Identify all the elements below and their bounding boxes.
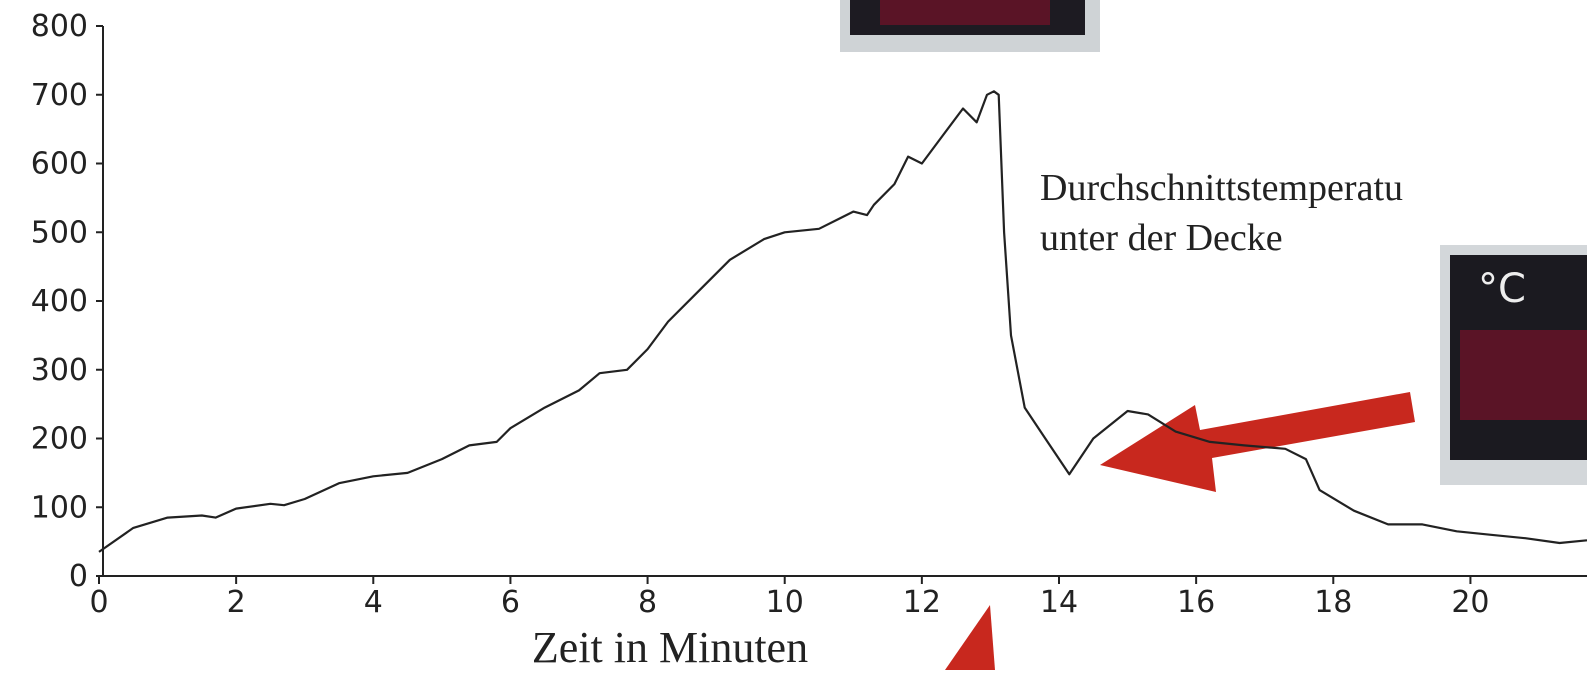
y-tick-label: 100: [31, 490, 88, 525]
x-axis-label: Zeit in Minuten: [532, 623, 808, 672]
x-tick-label: 12: [903, 585, 941, 620]
x-tick-label: 4: [364, 585, 383, 620]
y-tick-label: 500: [31, 215, 88, 250]
x-tick-label: 8: [638, 585, 657, 620]
x-tick-label: 10: [766, 585, 804, 620]
x-tick-label: 20: [1451, 585, 1489, 620]
x-tick-label: 0: [89, 585, 108, 620]
display-photo-top: [840, 0, 1100, 52]
x-tick-label: 6: [501, 585, 520, 620]
y-tick-label: 0: [69, 559, 88, 594]
y-tick-label: 700: [31, 78, 88, 113]
x-tick-label: 18: [1314, 585, 1352, 620]
y-tick-label: 800: [31, 9, 88, 44]
arrow: [1100, 392, 1415, 492]
svg-text:°C: °C: [1478, 266, 1526, 312]
annotation: Durchschnittstemperatu: [1040, 167, 1403, 209]
data-line: [98, 90, 1587, 553]
x-tick-label: 16: [1177, 585, 1215, 620]
x-tick-label: 2: [227, 585, 246, 620]
x-tick-label: 14: [1040, 585, 1078, 620]
y-tick-label: 200: [31, 422, 88, 457]
arrow-tip: [945, 605, 995, 670]
annotation: unter der Decke: [1040, 217, 1283, 259]
y-tick-label: 300: [31, 353, 88, 388]
display-photo-right: °C: [1440, 245, 1587, 485]
y-tick-label: 600: [31, 147, 88, 182]
y-tick-label: 400: [31, 284, 88, 319]
